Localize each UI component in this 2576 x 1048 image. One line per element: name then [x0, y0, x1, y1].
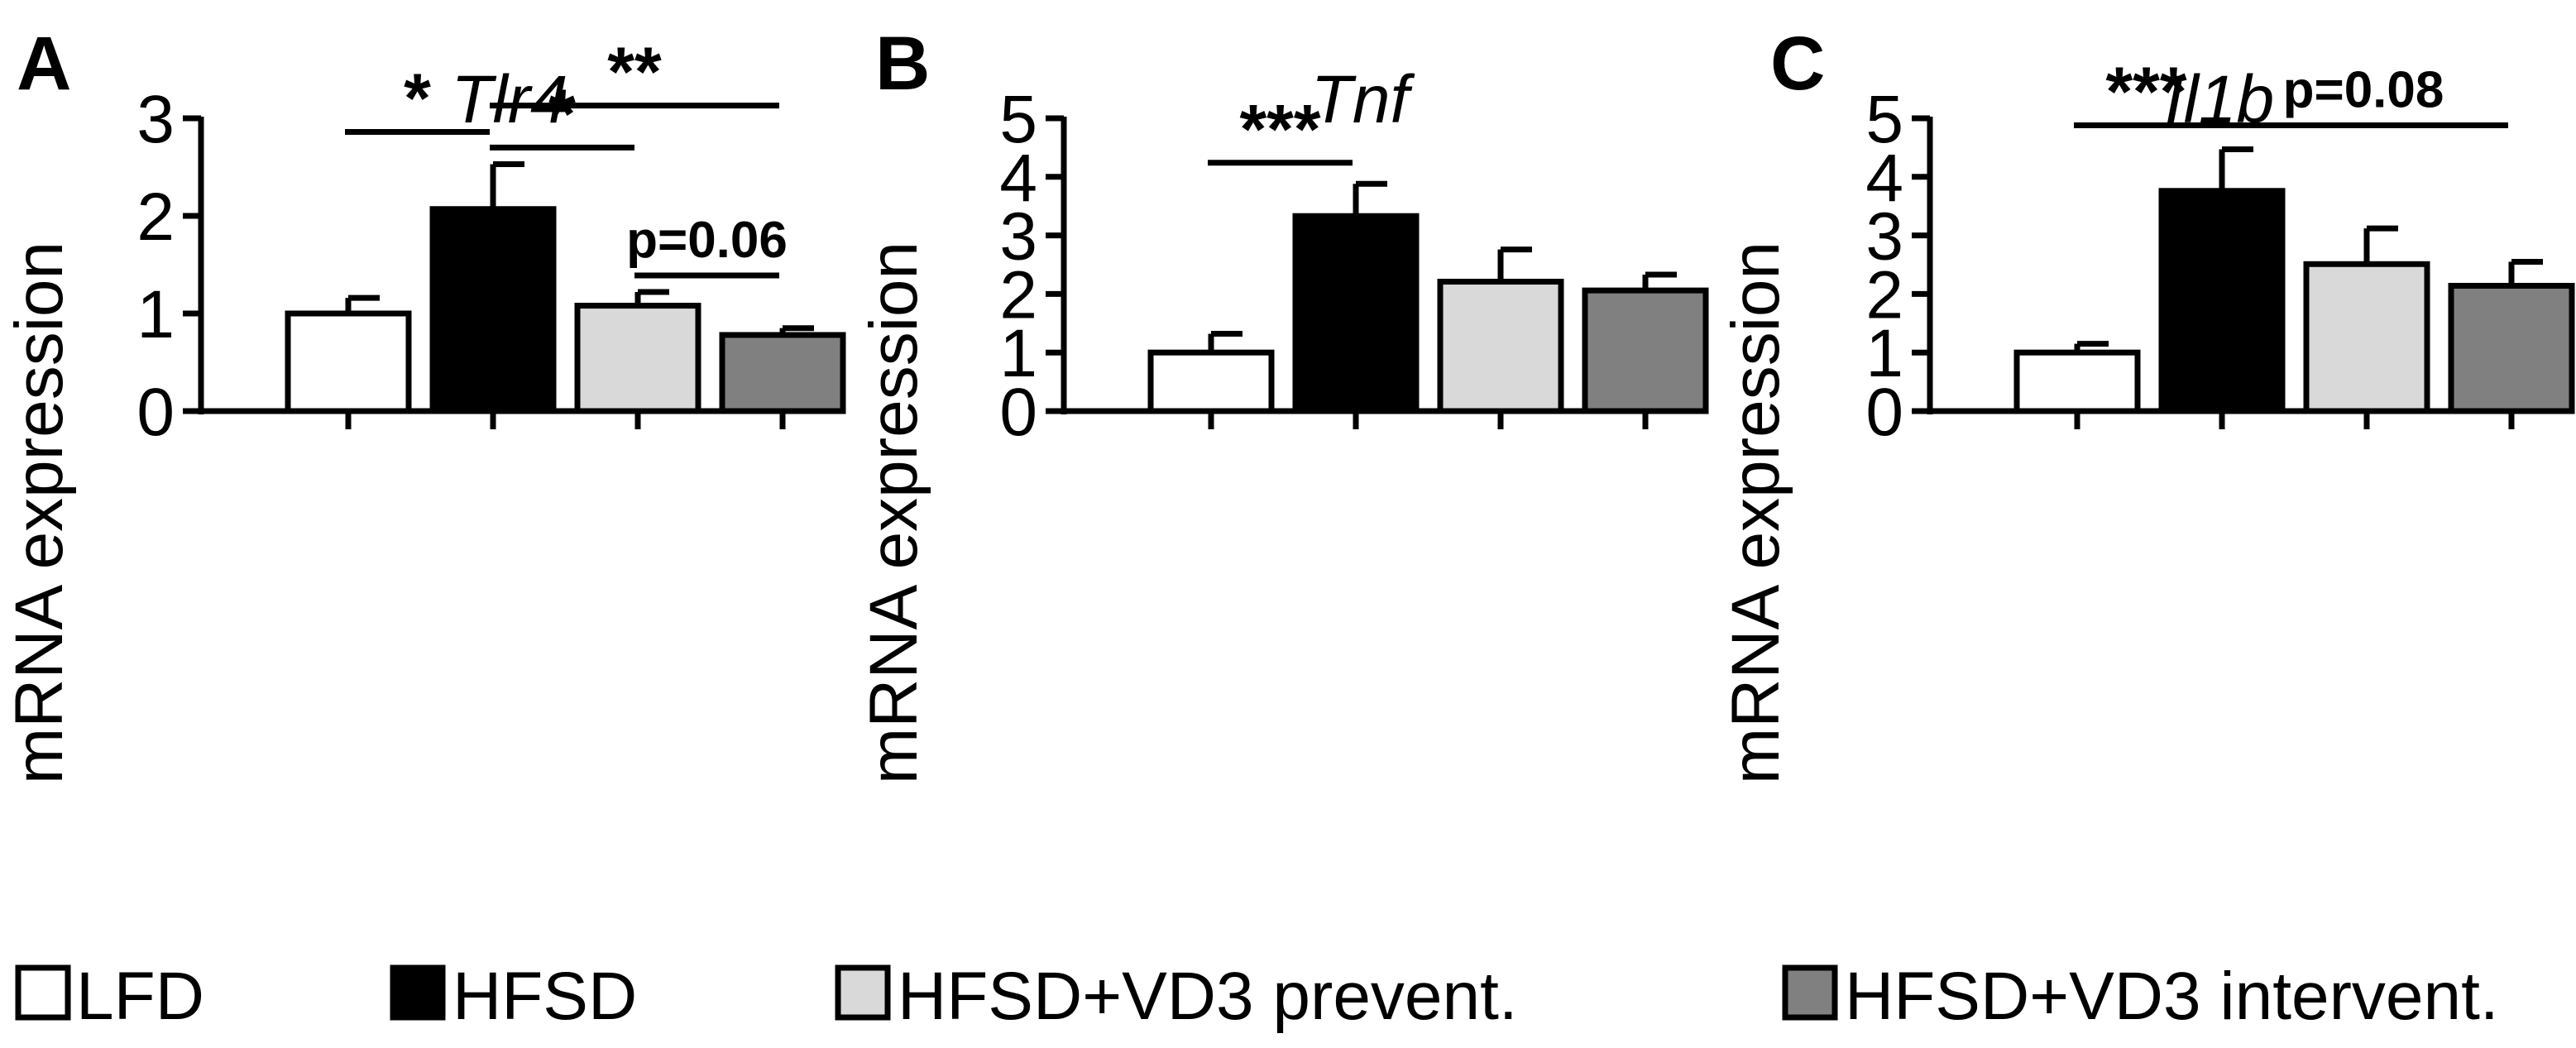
y-tick-label: 4: [1865, 141, 1903, 216]
significance-label: *: [404, 60, 431, 137]
y-tick-label: 2: [999, 257, 1037, 333]
y-axis-label: mRNA expression: [2, 242, 77, 784]
y-tick-label: 3: [1865, 199, 1903, 275]
chart-title-tlr4: Tlr4: [451, 62, 567, 137]
y-tick-label: 3: [999, 199, 1037, 275]
y-tick-label: 1: [1865, 316, 1903, 391]
y-tick-label: 1: [999, 316, 1037, 391]
legend-swatch-hfsd: [390, 964, 446, 1021]
y-tick-label: 1: [136, 277, 175, 352]
bar: [285, 310, 412, 414]
legend-label-prevent: HFSD+VD3 prevent.: [898, 959, 1518, 1034]
legend-label-intervent: HFSD+VD3 intervent.: [1845, 959, 2499, 1034]
y-tick-label: 2: [136, 179, 175, 255]
bar: [2158, 188, 2286, 414]
bar: [719, 332, 846, 414]
y-tick-label: 0: [1865, 375, 1903, 450]
legend: LFD HFSD HFSD+VD3 prevent. HFSD+VD3 inte…: [15, 959, 2499, 1034]
legend-swatch-prevent: [835, 964, 891, 1021]
y-tick-label: 0: [136, 375, 175, 450]
y-tick-label: 5: [1865, 82, 1903, 157]
bar: [574, 303, 701, 414]
bar: [1437, 279, 1564, 414]
y-tick-label: 5: [999, 82, 1037, 157]
bar: [2448, 282, 2575, 414]
legend-item-lfd: LFD: [15, 959, 204, 1034]
legend-item-hfsd-vd3-intervent: HFSD+VD3 intervent.: [1782, 959, 2499, 1034]
legend-item-hfsd: HFSD: [390, 959, 637, 1034]
significance-label: *: [548, 74, 576, 152]
y-axis-label: mRNA expression: [856, 242, 931, 784]
legend-swatch-lfd: [15, 964, 71, 1021]
y-tick-label: 4: [999, 141, 1037, 216]
significance-label: p=0.06: [626, 212, 788, 269]
bar: [1292, 213, 1420, 414]
legend-item-hfsd-vd3-prevent: HFSD+VD3 prevent.: [835, 959, 1518, 1034]
y-tick-label: 0: [999, 375, 1037, 450]
chart-title-tnf: Tnf: [1311, 62, 1415, 137]
y-tick-label: 2: [1865, 257, 1903, 333]
bar: [1147, 349, 1275, 414]
legend-label-hfsd: HFSD: [452, 959, 637, 1034]
panel-letter-a: A: [17, 22, 71, 106]
bar: [429, 206, 557, 414]
bar: [2013, 349, 2141, 414]
legend-label-lfd: LFD: [76, 959, 204, 1034]
bar: [1582, 287, 1709, 414]
legend-swatch-intervent: [1782, 964, 1838, 1021]
significance-label: **: [607, 33, 662, 111]
significance-label: p=0.08: [2283, 61, 2444, 118]
significance-label: ***: [1239, 90, 1320, 168]
bar: [2303, 261, 2430, 414]
y-axis-label: mRNA expression: [1718, 242, 1793, 784]
panel-letter-b: B: [875, 22, 930, 106]
y-tick-label: 3: [136, 82, 175, 157]
significance-label: ***: [2105, 52, 2186, 130]
panel-letter-c: C: [1770, 22, 1825, 106]
